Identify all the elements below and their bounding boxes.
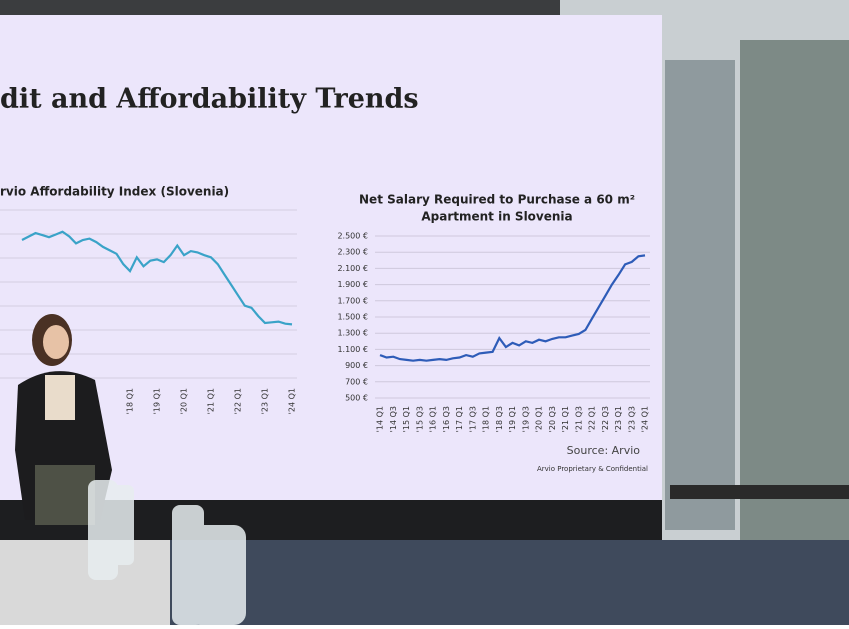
x-tick-label: '23 Q3 <box>627 406 636 432</box>
x-tick-label: '22 Q1 <box>588 406 597 432</box>
table <box>0 540 170 625</box>
face <box>43 325 69 359</box>
x-tick-label: '17 Q3 <box>468 406 477 432</box>
x-tick-label: '22 Q1 <box>234 388 243 414</box>
y-tick-label: 1.500 € <box>337 313 368 322</box>
x-tick-label: '19 Q1 <box>153 388 162 414</box>
line <box>21 230 293 326</box>
y-tick-label: 2.300 € <box>337 248 368 257</box>
x-tick-label: '20 Q1 <box>180 388 189 414</box>
x-tick-label: '18 Q1 <box>126 388 135 414</box>
slide-title: dit and Affordability Trends <box>0 84 419 115</box>
x-tick-label: '21 Q1 <box>561 406 570 432</box>
x-tick-label: '23 Q1 <box>614 406 623 432</box>
chart-title: Net Salary Required to Purchase a 60 m² <box>359 193 635 207</box>
x-tick-label: '22 Q3 <box>601 406 610 432</box>
x-tick-label: '20 Q3 <box>548 406 557 432</box>
top <box>45 375 75 420</box>
y-tick-label: 700 € <box>345 377 368 386</box>
x-tick-label: '24 Q1 <box>288 388 297 414</box>
source: Source: Arvio <box>567 444 641 457</box>
x-tick-label: '15 Q3 <box>415 406 424 432</box>
x-tick-label: '18 Q3 <box>495 406 504 432</box>
x-tick-label: '16 Q3 <box>442 406 451 432</box>
x-tick-label: '15 Q1 <box>402 406 411 432</box>
x-tick-label: '19 Q3 <box>521 406 530 432</box>
facade <box>740 40 849 540</box>
y-tick-label: 1.300 € <box>337 329 368 338</box>
chart-title: rvio Affordability Index (Slovenia) <box>0 185 229 199</box>
x-tick-label: '18 Q1 <box>482 406 491 432</box>
facade <box>665 60 735 530</box>
y-tick-label: 1.900 € <box>337 280 368 289</box>
skirt <box>35 465 95 525</box>
footer: Arvio Proprietary & Confidential <box>537 465 648 473</box>
y-tick-label: 1.700 € <box>337 296 368 305</box>
bottle <box>188 525 246 625</box>
y-tick-label: 2.100 € <box>337 264 368 273</box>
x-tick-label: '20 Q1 <box>535 406 544 432</box>
x-tick-label: '23 Q1 <box>261 388 270 414</box>
x-tick-label: '24 Q1 <box>641 406 650 432</box>
x-tick-label: '14 Q3 <box>389 406 398 432</box>
x-tick-label: '19 Q1 <box>508 406 517 432</box>
y-tick-label: 2.500 € <box>337 232 368 241</box>
desk <box>670 485 849 499</box>
bottles <box>88 480 246 625</box>
x-tick-label: '14 Q1 <box>376 406 385 432</box>
y-tick-label: 500 € <box>345 394 368 403</box>
y-tick-label: 1.100 € <box>337 345 368 354</box>
y-tick-label: 900 € <box>345 361 368 370</box>
bottle <box>112 485 134 565</box>
presenter <box>15 314 112 525</box>
x-tick-label: '17 Q1 <box>455 406 464 432</box>
x-tick-label: '21 Q1 <box>207 388 216 414</box>
x-tick-label: '21 Q3 <box>574 406 583 432</box>
bottle <box>88 480 118 580</box>
x-tick-label: '16 Q1 <box>429 406 438 432</box>
line <box>379 254 646 362</box>
chart-title: Apartment in Slovenia <box>421 210 572 224</box>
